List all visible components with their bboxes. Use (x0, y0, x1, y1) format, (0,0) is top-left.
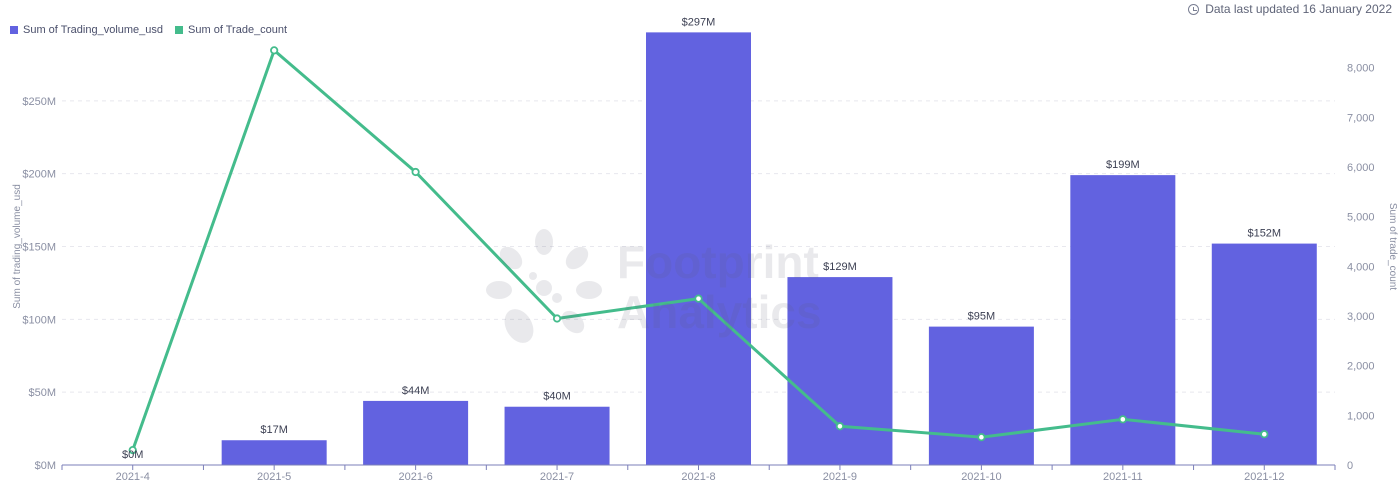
last-updated: Data last updated 16 January 2022 (1188, 2, 1392, 16)
bars (221, 32, 1317, 466)
trade-count-point[interactable] (552, 314, 562, 323)
trade-count-point[interactable] (411, 167, 420, 177)
bar[interactable] (1211, 243, 1317, 465)
y-axis-title-right: Sum of trade_count (1387, 203, 1398, 290)
y-tick-label-right: 4,000 (1347, 261, 1375, 273)
bar-value-label: $95M (968, 311, 996, 323)
x-tick-label: 2021-12 (1244, 471, 1284, 483)
clock-icon (1188, 3, 1200, 15)
bar[interactable] (363, 400, 469, 465)
trade-count-line (128, 46, 1269, 455)
x-tick-label: 2021-10 (961, 471, 1001, 483)
y-tick-label-left: $150M (22, 242, 56, 254)
trade-count-point[interactable] (128, 446, 137, 455)
bar-value-label: $17M (260, 424, 288, 436)
legend-swatch-trade-count (175, 26, 184, 34)
trade-count-point[interactable] (1118, 415, 1127, 424)
x-tick-label: 2021-5 (257, 471, 291, 483)
legend-label-volume: Sum of Trading_volume_usd (23, 24, 164, 36)
bar[interactable] (504, 406, 610, 465)
bar[interactable] (646, 32, 751, 466)
last-updated-text: Data last updated 16 January 2022 (1205, 2, 1392, 16)
y-tick-label-right: 2,000 (1347, 361, 1375, 373)
bar-value-label: $152M (1247, 228, 1281, 240)
y-tick-label-right: 5,000 (1347, 212, 1375, 224)
bar[interactable] (928, 326, 1034, 465)
y-tick-label-left: $200M (22, 169, 56, 181)
y-tick-label-left: $50M (28, 387, 56, 399)
x-tick-label: 2021-4 (116, 471, 150, 483)
bar-value-label: $0M (122, 449, 143, 461)
bar-value-label: $297M (682, 16, 716, 28)
bar[interactable] (221, 440, 327, 465)
y-tick-label-right: 7,000 (1347, 112, 1375, 124)
x-tick-label: 2021-8 (681, 471, 715, 483)
y-tick-label-left: $100M (22, 314, 56, 326)
y-tick-label-right: 1,000 (1347, 410, 1375, 422)
legend-label-trade-count: Sum of Trade_count (188, 24, 288, 36)
y-tick-label-right: 8,000 (1347, 63, 1375, 75)
x-tick-label: 2021-9 (823, 471, 857, 483)
data-labels: $0M $17M $44M $40M $297M $129M $95M $199M $152M (122, 16, 1281, 461)
y-tick-label-right: 0 (1347, 460, 1353, 472)
legend-swatch-volume (10, 26, 18, 34)
y-tick-label-left: $0M (35, 460, 56, 472)
x-tick-label: 2021-6 (398, 471, 432, 483)
legend-item-volume[interactable]: Sum of Trading_volume_usd (10, 24, 163, 36)
trade-count-point[interactable] (694, 294, 703, 303)
legend: Sum of Trading_volume_usd Sum of Trade_c… (10, 24, 287, 36)
trade-count-point[interactable] (835, 422, 845, 431)
y-tick-label-left: $250M (22, 96, 56, 108)
bar-value-label: $129M (823, 261, 857, 273)
bar[interactable] (787, 277, 893, 465)
axes: $0M $50M $100M $150M $200M $250M 0 1,000 2,000 3,… (12, 63, 1398, 483)
x-tick-label: 2021-11 (1103, 471, 1143, 483)
trade-count-point[interactable] (270, 46, 279, 55)
legend-item-trade-count[interactable]: Sum of Trade_count (175, 24, 287, 36)
y-tick-label-right: 3,000 (1347, 311, 1375, 323)
trade-count-point[interactable] (977, 433, 986, 442)
trade-count-point[interactable] (1260, 430, 1269, 439)
bar-value-label: $40M (543, 391, 571, 403)
bar-value-label: $199M (1106, 159, 1140, 171)
x-tick-label: 2021-7 (540, 471, 574, 483)
y-axis-title-left: Sum of trading_volume_usd (12, 184, 23, 309)
y-tick-label-right: 6,000 (1347, 162, 1375, 174)
bar-value-label: $44M (402, 385, 430, 397)
